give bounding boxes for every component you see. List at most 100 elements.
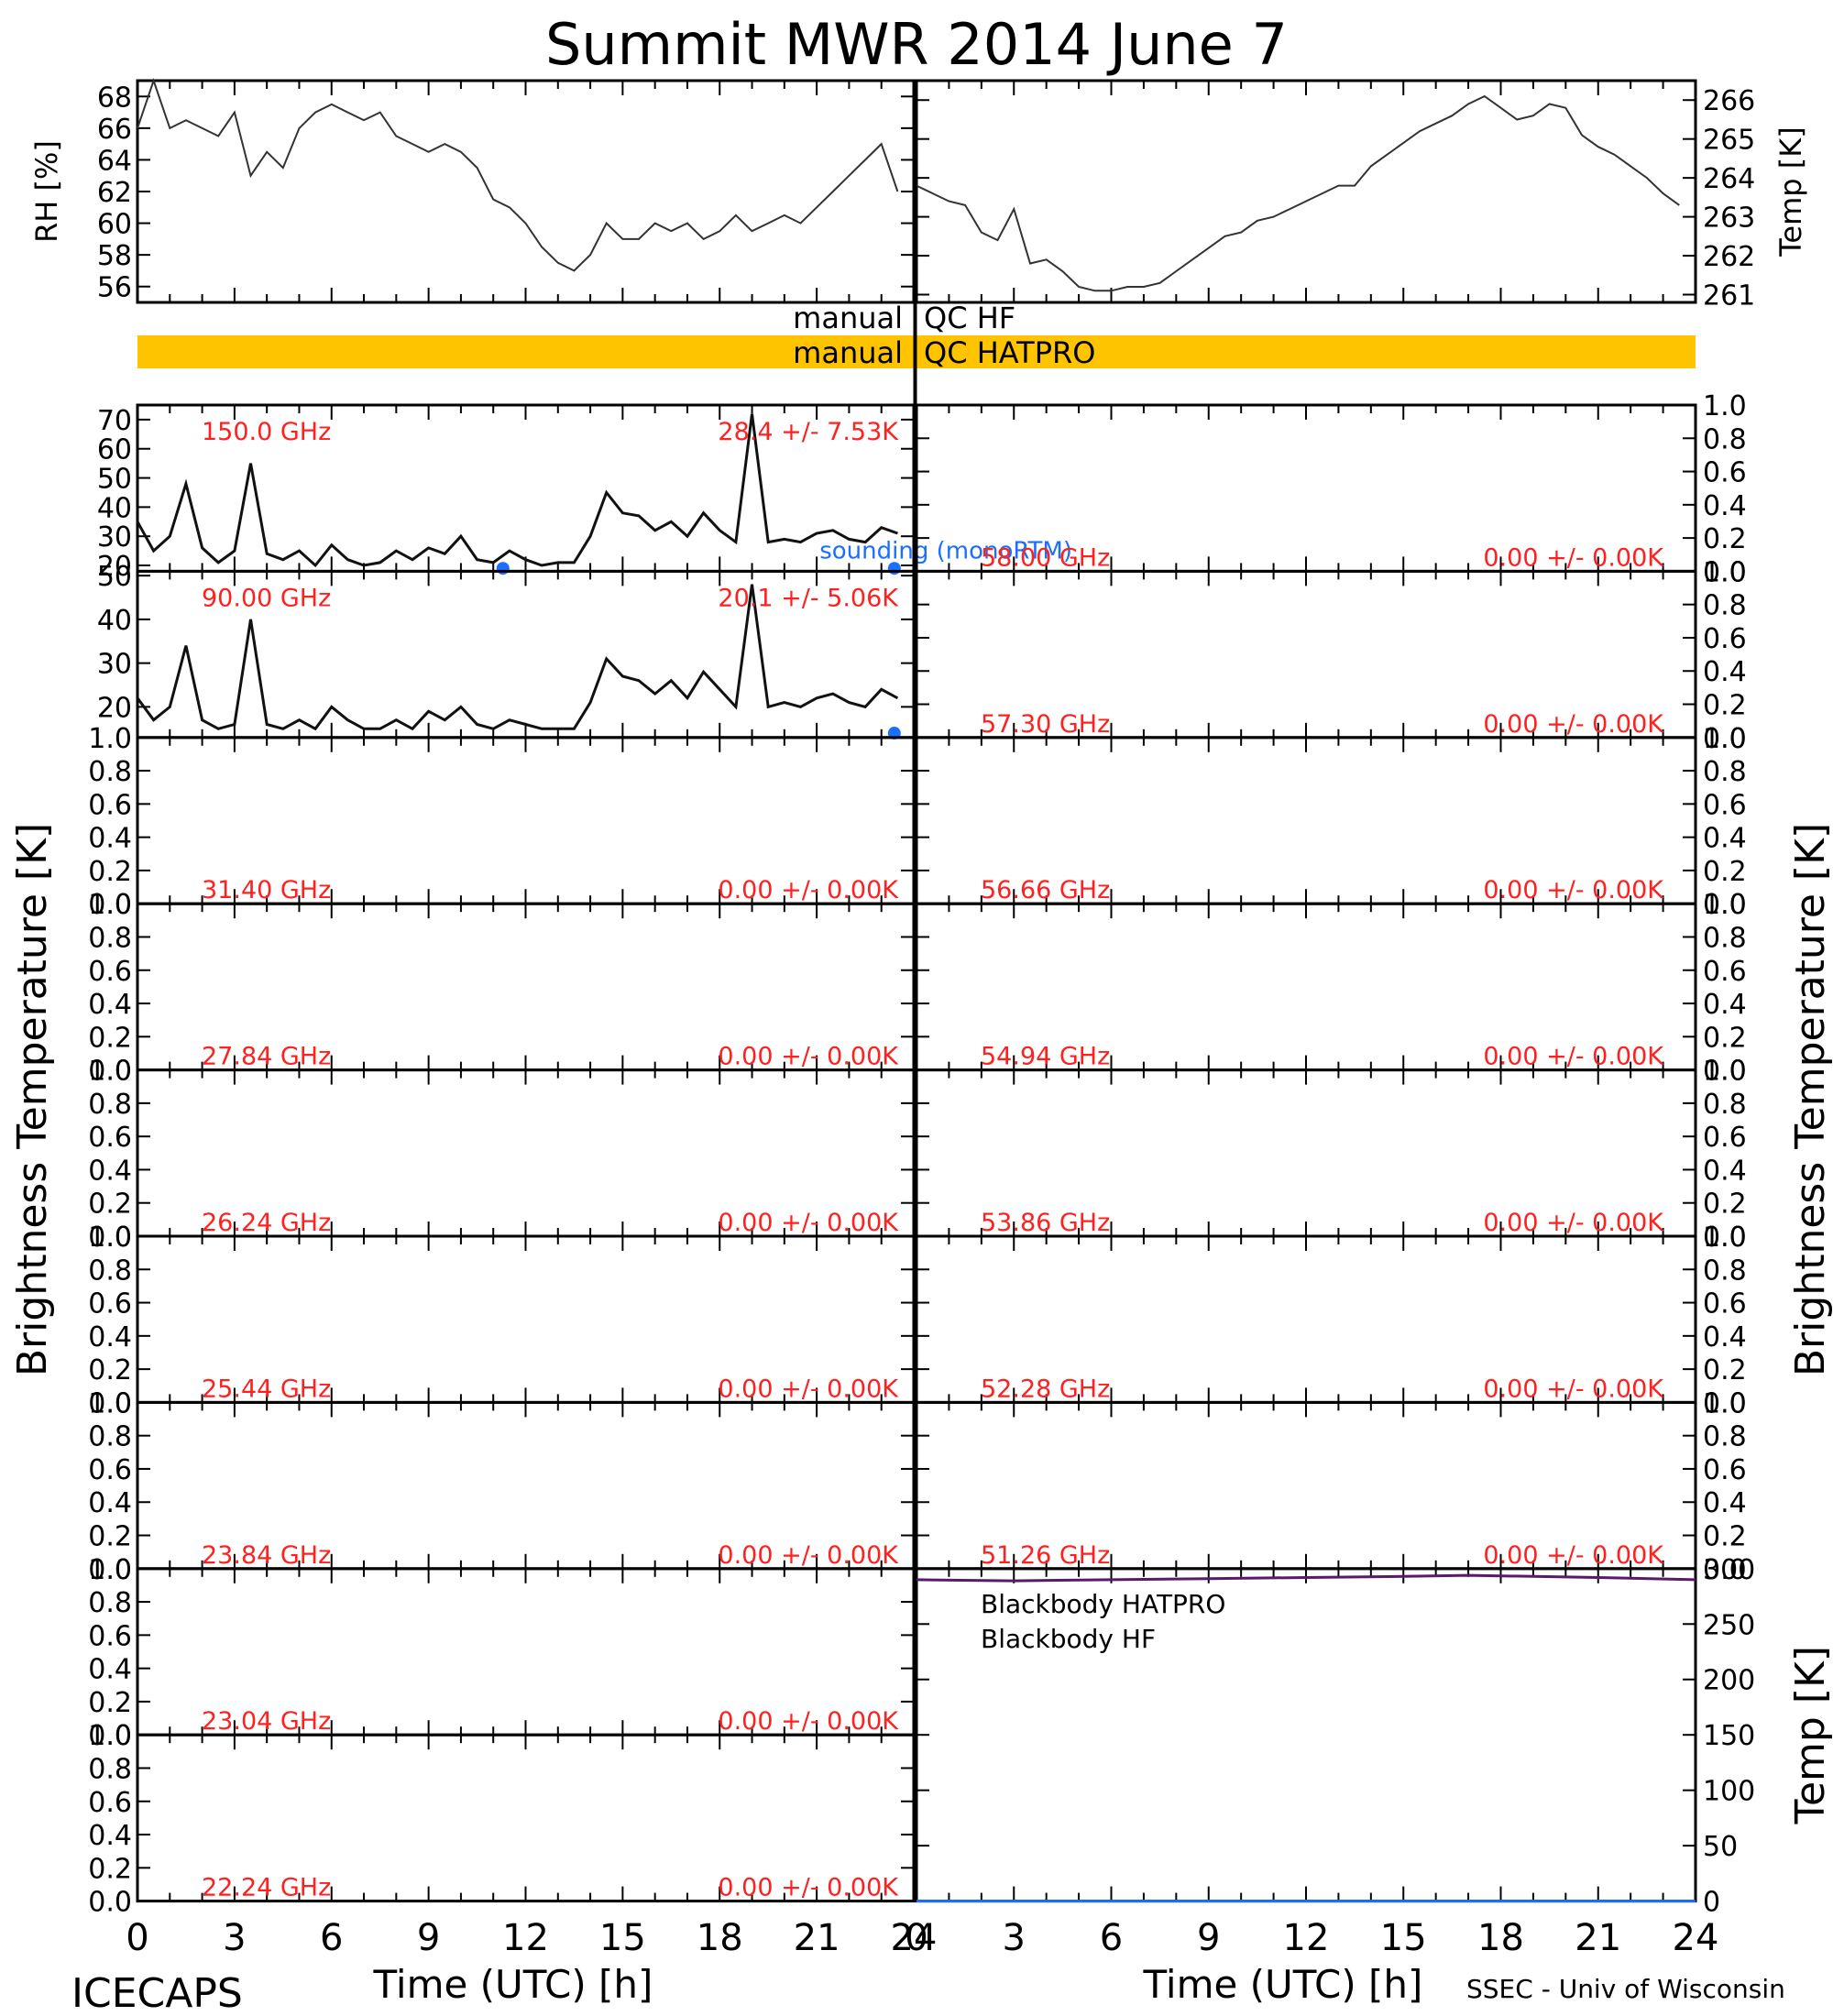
y-tick-label: 0.6 <box>88 1620 132 1652</box>
y-tick-label: 1.0 <box>88 1387 132 1419</box>
y-tick-label: 0.0 <box>1703 1056 1747 1088</box>
y-tick-label: 0.4 <box>1703 656 1747 688</box>
x-tick-label-right: 24 <box>1673 1917 1719 1959</box>
y-tick-label: 0.0 <box>88 889 132 921</box>
y-tick-label: 0.8 <box>88 1255 132 1287</box>
y-tick-label: 0.2 <box>1703 1189 1747 1221</box>
y-tick-label: 1.0 <box>88 1554 132 1586</box>
channel-stats-label: 0.00 +/- 0.00K <box>1483 1375 1664 1403</box>
channel-stats-label: 0.00 +/- 0.00K <box>718 876 899 904</box>
y-tick-label: 1.0 <box>88 889 132 921</box>
footer-left-label: ICECAPS <box>71 1970 243 2016</box>
x-tick-label-right: 21 <box>1575 1917 1621 1959</box>
x-tick-label-left: 0 <box>126 1917 148 1959</box>
y-tick-label: 64 <box>97 145 132 177</box>
x-tick-label-right: 12 <box>1283 1917 1330 1959</box>
y-tick-label: 0.4 <box>1703 1155 1747 1187</box>
y-tick-label: 40 <box>97 605 132 637</box>
y-tick-label: 70 <box>97 405 132 437</box>
y-tick-label: 0.0 <box>88 1056 132 1088</box>
y-tick-label: 30 <box>97 649 132 681</box>
y-tick-label: 150 <box>1703 1720 1755 1752</box>
y-tick-label: 58 <box>97 240 132 272</box>
y-tick-label: 66 <box>97 114 132 146</box>
x-axis-label-left: Time (UTC) [h] <box>373 1962 653 2007</box>
channel-freq-label: 51.26 GHz <box>981 1541 1110 1570</box>
y-tick-label: 0.8 <box>1703 1421 1747 1453</box>
y-tick-label: 0.0 <box>88 1887 132 1919</box>
y-tick-label: 0.8 <box>88 1753 132 1785</box>
y-tick-label: 0.6 <box>1703 789 1747 821</box>
y-tick-label: 0.2 <box>88 1189 132 1221</box>
x-tick-label-left: 9 <box>417 1917 440 1959</box>
y-tick-label: 0.8 <box>88 1421 132 1453</box>
y-tick-label: 0.2 <box>1703 690 1747 722</box>
y-tick-label: 30 <box>97 521 132 553</box>
channel-stats-label: 0.00 +/- 0.00K <box>1483 1209 1664 1237</box>
y-tick-label: 60 <box>97 434 132 466</box>
channel-freq-label: 57.30 GHz <box>981 710 1110 739</box>
y-tick-label: 0.6 <box>88 956 132 988</box>
y-tick-label: 20 <box>97 692 132 724</box>
x-tick-label-right: 0 <box>905 1917 927 1959</box>
y-tick-label: 0.8 <box>88 756 132 788</box>
channel-panel-right: 0.00.20.40.60.81.054.94 GHz 0.00 +/- 0.00… <box>915 889 1747 1088</box>
y-tick-label: 0.0 <box>1703 889 1747 921</box>
y-tick-label: 300 <box>1703 1554 1755 1586</box>
y-tick-label: 0.0 <box>1703 1554 1747 1586</box>
channel-freq-label: 90.00 GHz <box>202 584 331 612</box>
y-tick-label: 0.4 <box>1703 490 1747 522</box>
channel-freq-label: 54.94 GHz <box>981 1043 1110 1071</box>
channel-stats-label: 0.00 +/- 0.00K <box>1483 710 1664 739</box>
x-tick-label-right: 18 <box>1477 1917 1524 1959</box>
x-axes: 0 0 3 3 6 6 9 9 12 12 15 15 18 18 21 21 24 24 Time (UTC) [… <box>126 1917 1718 2007</box>
y-tick-label: 0.4 <box>1703 1321 1747 1353</box>
y-tick-label: 20 <box>97 551 132 583</box>
x-tick-label-left: 24 <box>891 1917 938 1959</box>
y-tick-label: 50 <box>97 561 132 593</box>
channel-freq-label: 56.66 GHz <box>981 876 1110 904</box>
channel-freq-label: 23.84 GHz <box>202 1541 331 1570</box>
channel-stats-label: 0.00 +/- 0.00K <box>718 1043 899 1071</box>
channel-panel-left: 0.00.20.40.60.81.026.24 GHz 0.00 +/- 0.00… <box>88 1056 916 1254</box>
channel-freq-label: 23.04 GHz <box>202 1707 331 1736</box>
y-tick-label: 0.4 <box>88 1321 132 1353</box>
y-tick-label: 1.0 <box>88 723 132 755</box>
y-tick-label: 0.0 <box>88 1387 132 1419</box>
y-tick-label: 0.4 <box>1703 989 1747 1021</box>
model-point <box>496 562 510 575</box>
y-tick-label: 62 <box>97 177 132 209</box>
y-tick-label: 0.0 <box>1703 723 1747 755</box>
y-tick-label: 0.2 <box>1703 856 1747 888</box>
y-tick-label: 0.2 <box>1703 1022 1747 1054</box>
channel-stats-label: 0.00 +/- 0.00K <box>718 1209 899 1237</box>
channel-series-line <box>136 584 899 731</box>
y-tick-label: 0.4 <box>88 989 132 1021</box>
y-tick-label: 264 <box>1703 163 1755 195</box>
y-tick-label: 1.0 <box>88 1720 132 1752</box>
blackbody-legend-label: Blackbody HATPRO <box>981 1589 1225 1619</box>
y-tick-label: 0.4 <box>88 1654 132 1686</box>
rh-axis-label: RH [%] <box>29 140 64 243</box>
y-tick-label: 0.6 <box>88 789 132 821</box>
y-tick-label: 0.6 <box>88 1454 132 1486</box>
y-tick-label: 1.0 <box>1703 889 1747 921</box>
y-tick-label: 1.0 <box>1703 1056 1747 1088</box>
model-label: sounding (monoRTM) <box>819 537 1072 564</box>
y-tick-label: 0.4 <box>88 1155 132 1187</box>
y-tick-label: 0.4 <box>1703 1487 1747 1519</box>
qc-hf-label-left: manual <box>793 301 903 335</box>
y-tick-label: 0.8 <box>1703 1255 1747 1287</box>
channel-panel-right: 0.00.20.40.60.81.053.86 GHz 0.00 +/- 0.00… <box>915 1056 1747 1254</box>
temp-panel-frame <box>915 79 1697 304</box>
y-tick-label: 0.6 <box>88 1288 132 1320</box>
y-tick-label: 0.8 <box>88 1587 132 1619</box>
y-tick-label: 261 <box>1703 280 1755 312</box>
y-tick-label: 0.8 <box>1703 423 1747 455</box>
y-tick-label: 0.8 <box>88 1089 132 1121</box>
channel-stats-label: 20.1 +/- 5.06K <box>718 584 899 612</box>
y-tick-label: 1.0 <box>1703 723 1747 755</box>
y-tick-label: 0.8 <box>1703 922 1747 954</box>
temp-series-line <box>916 94 1680 292</box>
